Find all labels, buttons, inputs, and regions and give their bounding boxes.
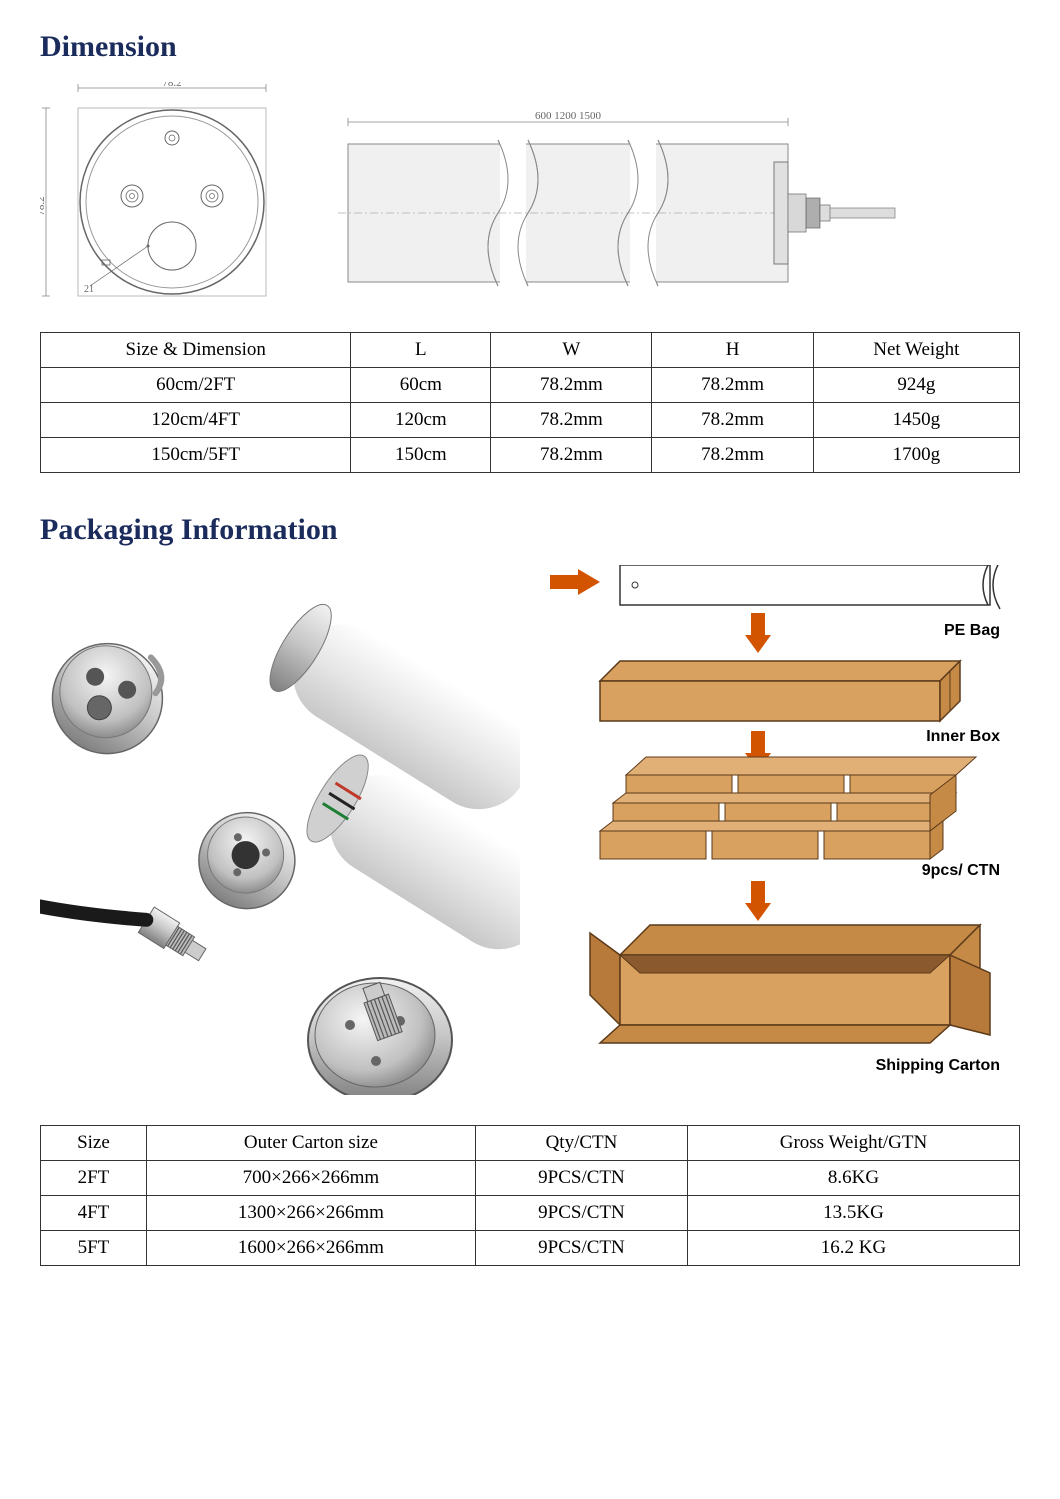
product-render — [40, 565, 520, 1095]
packaging-row: PE Bag Inner Box — [40, 565, 1020, 1095]
packaging-heading: Packaging Information — [40, 513, 1020, 547]
dim-table-header-row: Size & Dimension L W H Net Weight — [41, 333, 1020, 368]
packaging-steps: PE Bag Inner Box — [540, 565, 1010, 1095]
pkg-th-3: Gross Weight/GTN — [687, 1126, 1019, 1161]
top-dim-label: 78.2 — [162, 82, 181, 89]
left-dim-label: 78.2 — [40, 196, 47, 215]
qty-label: 9pcs/ CTN — [922, 862, 1000, 879]
pe-bag-label: PE Bag — [944, 622, 1000, 639]
dim-th-0: Size & Dimension — [41, 333, 351, 368]
dimension-table: Size & Dimension L W H Net Weight 60cm/2… — [40, 332, 1020, 473]
dim-row-1: 120cm/4FT 120cm 78.2mm 78.2mm 1450g — [41, 403, 1020, 438]
arrow-down-icon — [745, 613, 771, 653]
packaging-table: Size Outer Carton size Qty/CTN Gross Wei… — [40, 1125, 1020, 1266]
tube-diagram: 600 1200 1500 — [328, 102, 898, 302]
dim-row-2: 150cm/5FT 150cm 78.2mm 78.2mm 1700g — [41, 438, 1020, 473]
pkg-row-1: 4FT 1300×266×266mm 9PCS/CTN 13.5KG — [41, 1196, 1020, 1231]
inner-box-label: Inner Box — [926, 728, 1000, 745]
arrow-down-icon — [745, 881, 771, 921]
pkg-row-2: 5FT 1600×266×266mm 9PCS/CTN 16.2 KG — [41, 1231, 1020, 1266]
radius-label: 21 — [84, 284, 94, 295]
dim-th-3: H — [652, 333, 813, 368]
shipping-label: Shipping Carton — [876, 1057, 1000, 1074]
pkg-table-header-row: Size Outer Carton size Qty/CTN Gross Wei… — [41, 1126, 1020, 1161]
endcap-diagram: 78.2 78.2 21 — [40, 82, 268, 302]
pkg-row-0: 2FT 700×266×266mm 9PCS/CTN 8.6KG — [41, 1161, 1020, 1196]
dim-th-2: W — [491, 333, 652, 368]
tube-length-label: 600 1200 1500 — [535, 110, 602, 122]
pkg-th-0: Size — [41, 1126, 147, 1161]
dim-th-4: Net Weight — [813, 333, 1019, 368]
arrow-right-icon — [550, 569, 600, 595]
pkg-th-1: Outer Carton size — [146, 1126, 475, 1161]
dimension-diagrams: 78.2 78.2 21 — [40, 82, 1020, 302]
dim-th-1: L — [351, 333, 491, 368]
dimension-heading: Dimension — [40, 30, 1020, 64]
dim-row-0: 60cm/2FT 60cm 78.2mm 78.2mm 924g — [41, 368, 1020, 403]
pkg-th-2: Qty/CTN — [475, 1126, 687, 1161]
